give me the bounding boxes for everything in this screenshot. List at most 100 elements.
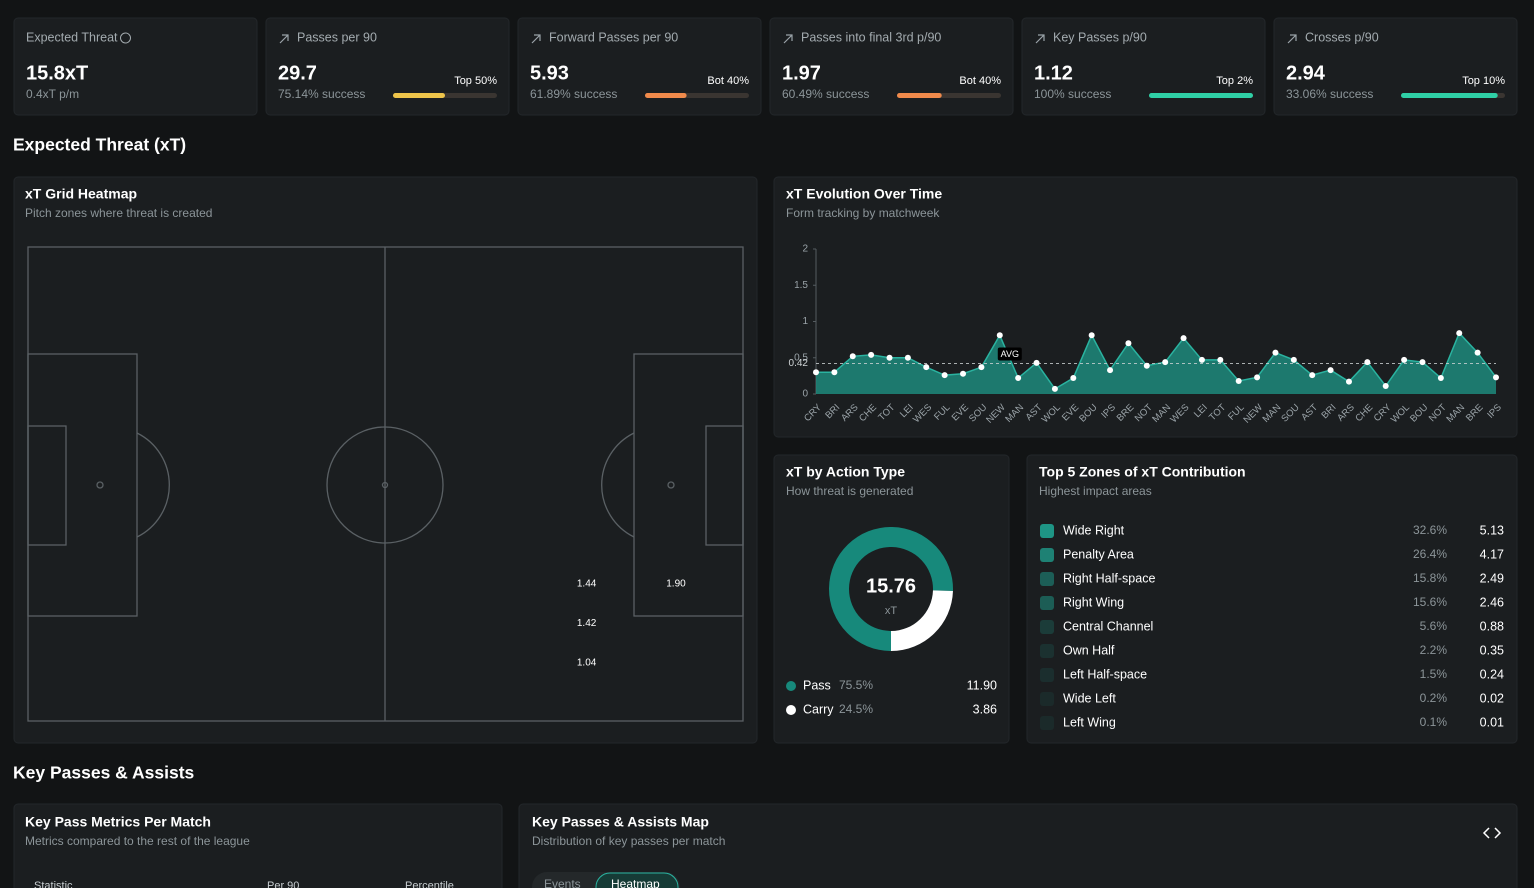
pitch-line xyxy=(667,481,675,489)
zone-name: Left Half-space xyxy=(1063,667,1147,681)
tab[interactable]: Events xyxy=(544,877,581,888)
point xyxy=(1309,372,1316,379)
table-header: Percentile xyxy=(405,880,454,888)
stat-rank: Top 10% xyxy=(1462,75,1505,87)
point xyxy=(1162,359,1169,366)
zone-value: 4.17 xyxy=(1480,547,1504,561)
progress-fill xyxy=(1401,93,1498,98)
zone-share: 0.2% xyxy=(1420,691,1448,705)
point xyxy=(1254,374,1261,381)
card-title: xT by Action Type xyxy=(786,464,905,480)
code-icon xyxy=(1482,827,1502,839)
zone-name: Own Half xyxy=(1063,643,1115,657)
card-title: xT Evolution Over Time xyxy=(786,186,942,202)
point xyxy=(1327,367,1334,374)
zone-swatch xyxy=(1040,668,1054,682)
stat-label: Passes per 90 xyxy=(297,30,377,44)
point xyxy=(1088,332,1095,339)
stat-rank: Bot 40% xyxy=(707,75,749,87)
card xyxy=(13,803,503,888)
zone-share: 15.8% xyxy=(1413,571,1447,585)
tab-active[interactable] xyxy=(595,872,679,888)
table-header: Per 90 xyxy=(267,880,299,888)
point xyxy=(1235,377,1242,384)
zone-share: 0.1% xyxy=(1420,715,1448,729)
legend-share: 24.5% xyxy=(839,702,873,716)
zone-value: 2.46 xyxy=(1480,595,1504,609)
zone-share: 15.6% xyxy=(1413,595,1447,609)
zone-name: Wide Right xyxy=(1063,523,1125,537)
progress-fill xyxy=(393,93,445,98)
avg-label: AVG xyxy=(1001,349,1019,359)
point xyxy=(996,332,1003,339)
zone-name: Left Wing xyxy=(1063,715,1116,729)
zone-share: 5.6% xyxy=(1420,619,1448,633)
donut-slice xyxy=(828,527,953,651)
progress-fill xyxy=(1149,93,1253,98)
point xyxy=(1143,362,1150,369)
stat-value: 29.7 xyxy=(278,62,317,84)
point xyxy=(1345,378,1352,385)
point xyxy=(868,351,875,358)
zone-value: 0.24 xyxy=(1480,667,1504,681)
point xyxy=(1180,335,1187,342)
stat-label: Key Passes p/90 xyxy=(1053,30,1147,44)
zone-swatch xyxy=(1040,620,1054,634)
point xyxy=(1051,385,1058,392)
legend-share: 75.5% xyxy=(839,678,873,692)
point xyxy=(1033,359,1040,366)
stat-sub: 60.49% success xyxy=(782,87,869,101)
legend-value: 3.86 xyxy=(973,702,997,716)
zone-swatch xyxy=(1040,572,1054,586)
card-subtitle: How threat is generated xyxy=(786,484,913,498)
zone-value: 0.35 xyxy=(1480,643,1504,657)
point xyxy=(1474,349,1481,356)
tab[interactable]: Heatmap xyxy=(611,877,660,888)
point xyxy=(1015,375,1022,382)
heat-label: 1.42 xyxy=(577,618,597,629)
zone-swatch xyxy=(1040,524,1054,538)
stat-value: 2.94 xyxy=(1286,62,1326,84)
y-tick-label: 1.5 xyxy=(794,280,808,291)
card xyxy=(1026,454,1518,744)
card-subtitle: Distribution of key passes per match xyxy=(532,834,725,848)
card-title: xT Grid Heatmap xyxy=(25,186,137,202)
y-tick-label: 0.5 xyxy=(794,352,808,363)
legend-name: Pass xyxy=(803,678,831,692)
zone-swatch xyxy=(1040,716,1054,730)
pitch-line xyxy=(326,426,444,544)
card-subtitle: Metrics compared to the rest of the leag… xyxy=(25,834,250,848)
stat-label: Expected Threat xyxy=(26,30,118,44)
info-icon xyxy=(120,32,131,44)
card xyxy=(517,17,762,116)
card-subtitle: Pitch zones where threat is created xyxy=(25,206,212,220)
point xyxy=(1070,375,1077,382)
zone-name: Wide Left xyxy=(1063,691,1116,705)
point xyxy=(849,353,856,360)
point xyxy=(1217,356,1224,363)
point xyxy=(831,369,838,376)
card xyxy=(773,454,1010,744)
zone-share: 26.4% xyxy=(1413,547,1447,561)
stat-sub: 0.4xT p/m xyxy=(26,87,79,101)
zone-value: 2.49 xyxy=(1480,571,1504,585)
point xyxy=(1272,349,1279,356)
zone-value: 5.13 xyxy=(1480,523,1504,537)
point xyxy=(1493,374,1499,381)
zone-value: 0.88 xyxy=(1480,619,1504,633)
pitch-line xyxy=(27,425,67,546)
point xyxy=(1437,375,1444,382)
donut-unit: xT xyxy=(885,605,898,617)
point xyxy=(904,354,911,361)
stat-label: Passes into final 3rd p/90 xyxy=(801,30,941,44)
y-tick-label: 2 xyxy=(802,244,808,255)
card xyxy=(518,803,1518,888)
section-title: Key Passes & Assists xyxy=(13,763,195,783)
stat-label: Forward Passes per 90 xyxy=(549,30,678,44)
pitch-line xyxy=(96,481,104,489)
pitch-line xyxy=(136,432,170,538)
icon xyxy=(1287,34,1297,44)
stat-rank: Top 2% xyxy=(1216,75,1253,87)
heat-label: 1.44 xyxy=(577,578,597,589)
